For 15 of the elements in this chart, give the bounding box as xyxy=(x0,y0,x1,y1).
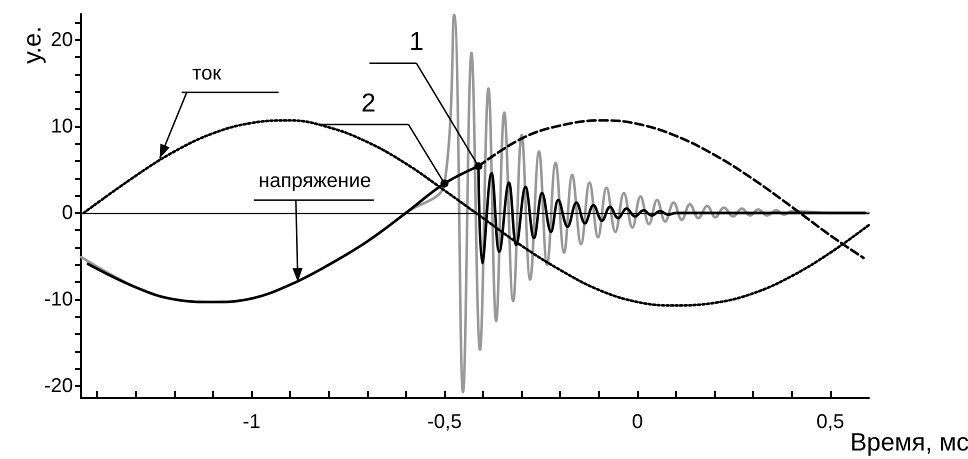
annotation: ток xyxy=(192,62,222,84)
x-tick-label: 0 xyxy=(632,411,643,433)
y-tick-label: -20 xyxy=(44,374,73,397)
y-tick-label: 20 xyxy=(50,28,73,51)
x-tick-label: 0,5 xyxy=(816,411,844,433)
x-tick-label: -1 xyxy=(242,411,260,433)
y-axis-title: у.е. xyxy=(18,26,46,64)
y-tick-label: 0 xyxy=(62,202,73,224)
y-tick-label: 10 xyxy=(50,115,73,138)
x-axis-title: Время, мс xyxy=(850,428,968,456)
y-tick-label: -10 xyxy=(44,288,73,310)
annotation: 1 xyxy=(409,26,424,56)
x-tick-label: -0,5 xyxy=(427,411,462,433)
annotation: 2 xyxy=(361,88,376,118)
annotation: напряжение xyxy=(258,170,372,192)
